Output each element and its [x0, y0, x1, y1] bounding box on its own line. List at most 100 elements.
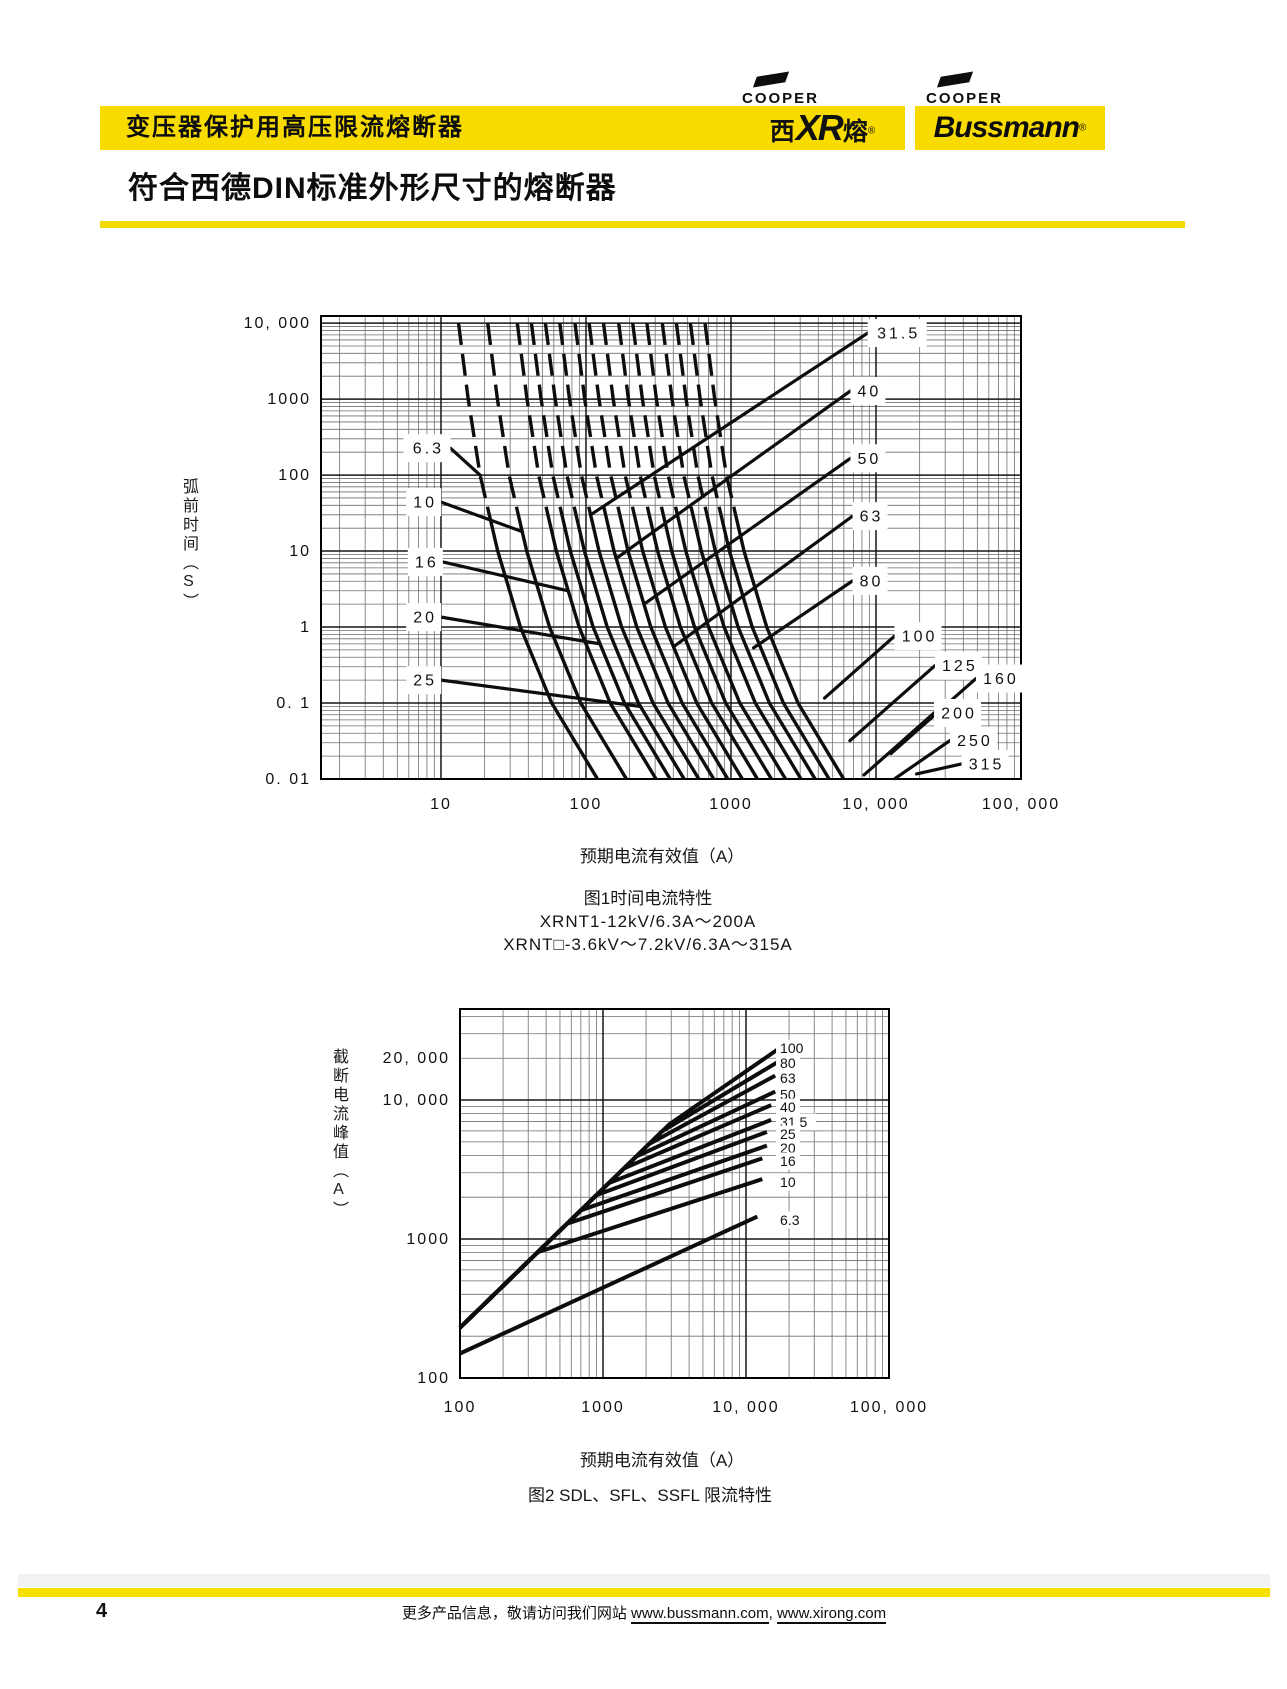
label-box-80	[852, 566, 888, 595]
label-box-16	[776, 1152, 801, 1170]
footer-separator: ,	[768, 1605, 777, 1622]
label-box-40	[850, 376, 886, 405]
curve-label-125: 125	[942, 658, 978, 675]
curve-10	[516, 514, 628, 780]
y-tick-1000: 1000	[267, 391, 311, 408]
cooper-flag-icon	[936, 71, 974, 88]
x-tick-100: 100	[444, 1399, 477, 1416]
bussmann-logo: Bussmann®	[915, 106, 1105, 150]
curve-250-upper	[688, 322, 723, 516]
x-tick-10, 000: 10, 000	[842, 796, 909, 813]
x-tick-10: 10	[430, 796, 452, 813]
title-underline-rule	[100, 221, 1185, 228]
label-box-125	[934, 651, 982, 680]
curve-16	[546, 514, 658, 780]
curves	[458, 1046, 781, 1356]
curve-160	[691, 514, 803, 780]
curve-315-upper	[703, 322, 738, 516]
y-tick-100: 100	[417, 1370, 450, 1387]
header-band-title: 变压器保护用高压限流熔断器	[126, 114, 464, 141]
y-tick-10, 000: 10, 000	[383, 1092, 450, 1109]
curve-label-25: 25	[413, 673, 437, 690]
y-tick-0. 01: 0. 01	[265, 771, 311, 788]
footer-grey-strip	[18, 1574, 1270, 1587]
curve-label-10: 10	[413, 495, 437, 512]
label-leader-125	[848, 664, 937, 743]
curve-label-25: 25	[780, 1126, 796, 1142]
curve-31.5-upper	[558, 322, 593, 516]
label-box-50	[850, 444, 886, 473]
footer-note: 更多产品信息，敬请访问我们网站 www.bussmann.com, www.xi…	[294, 1602, 994, 1624]
fig2-y-axis-title: 截断电流峰值（A）	[330, 1048, 347, 1220]
curve-label-10: 10	[780, 1174, 796, 1190]
fig2-caption: 图2 SDL、SFL、SSFL 限流特性	[527, 1486, 773, 1505]
label-box-6.3	[776, 1211, 809, 1229]
curve-label-63: 63	[780, 1070, 796, 1086]
curve-label-160: 160	[983, 671, 1019, 688]
y-tick-20, 000: 20, 000	[383, 1050, 450, 1067]
page-number: 4	[96, 1600, 108, 1622]
curve-50-upper	[587, 322, 622, 516]
curve-40	[603, 514, 716, 780]
cooper-wordmark-right: COOPER	[926, 90, 1004, 107]
x-tick-1000: 1000	[581, 1399, 625, 1416]
xirong-logo-left: 西	[769, 118, 795, 146]
label-box-6.3	[403, 434, 451, 463]
footer-yellow-rule	[18, 1588, 1270, 1597]
curve-label-40: 40	[780, 1099, 796, 1115]
curve-100	[458, 1046, 781, 1330]
y-tick-0. 1: 0. 1	[276, 695, 311, 712]
label-box-315	[961, 749, 1009, 778]
x-tick-100, 000: 100, 000	[850, 1399, 928, 1416]
fig1-caption-line2: XRNT1-12kV/6.3A～200A	[539, 912, 757, 931]
y-tick-100: 100	[278, 467, 311, 484]
label-leader-50	[642, 456, 853, 606]
label-leader-31.5	[589, 331, 870, 517]
bussmann-wordmark: Bussmann	[933, 111, 1080, 144]
bussmann-website-link[interactable]: www.bussmann.com	[631, 1605, 769, 1624]
curve-label-50: 50	[858, 451, 882, 468]
fig1-caption-line3: XRNT□-3.6kV～7.2kV/6.3A～315A	[503, 935, 793, 954]
label-leader-40	[614, 389, 853, 561]
curve-63	[632, 514, 744, 780]
y-tick-1000: 1000	[406, 1231, 450, 1248]
label-box-31.5	[867, 319, 927, 348]
curve-20-upper	[529, 322, 564, 516]
label-box-80	[776, 1054, 801, 1072]
curve-80-upper	[617, 322, 651, 516]
tick-labels: 100 1000 10, 000 100, 000 20, 000 10, 000 1000…	[383, 1050, 928, 1416]
label-box-40	[776, 1098, 801, 1116]
x-tick-100: 100	[570, 796, 603, 813]
curves	[456, 322, 846, 780]
fig1-y-axis-title: 弧前时间（S）	[180, 478, 197, 612]
footer-note-text: 更多产品信息，敬请访问我们网站	[401, 1605, 627, 1622]
curve-25-upper	[543, 322, 578, 516]
curve-125	[675, 514, 787, 780]
label-box-10	[776, 1173, 801, 1191]
y-tick-10: 10	[289, 543, 311, 560]
curve-label-250: 250	[957, 733, 993, 750]
label-leader-10	[439, 500, 524, 534]
xirong-website-link[interactable]: www.xirong.com	[776, 1605, 887, 1624]
curve-label-20: 20	[413, 610, 437, 627]
xirong-logo: 西XR熔®	[740, 106, 905, 150]
label-leader-250	[893, 739, 952, 781]
curve-250	[719, 514, 831, 780]
label-leader-20	[439, 615, 602, 646]
label-box-16	[407, 547, 443, 576]
label-leader-25	[439, 678, 643, 709]
curve-31.5	[588, 514, 701, 780]
curve-125-upper	[645, 322, 680, 516]
curve-100	[661, 514, 773, 780]
curve-label-16: 16	[415, 554, 439, 571]
curve-label-63: 63	[860, 509, 884, 526]
curve-label-100: 100	[902, 629, 938, 646]
label-box-50	[776, 1085, 801, 1103]
curve-25	[574, 514, 686, 780]
curve-6.3	[487, 514, 599, 780]
curve-6.3-upper	[456, 322, 491, 516]
curve-100-upper	[631, 322, 665, 516]
